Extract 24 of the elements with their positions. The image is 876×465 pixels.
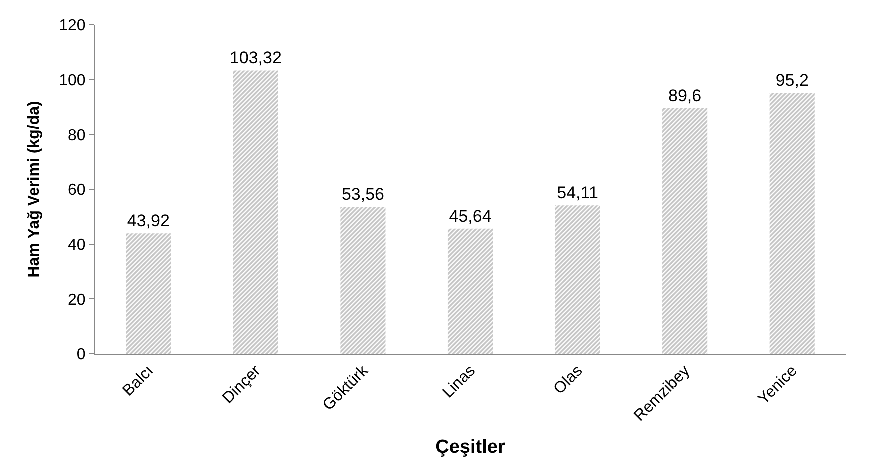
x-axis-title: Çeşitler [436, 436, 506, 458]
data-label: 45,64 [449, 206, 492, 226]
bar [340, 207, 386, 354]
y-tick-label: 120 [59, 18, 86, 35]
y-tick-label: 20 [68, 292, 86, 309]
y-tick-label: 80 [68, 127, 86, 144]
bar [555, 206, 600, 354]
bar [770, 92, 815, 354]
bar [662, 108, 708, 354]
data-label: 43,92 [127, 212, 170, 231]
y-tick-label: 60 [68, 182, 86, 200]
bar [126, 234, 172, 354]
bar [233, 70, 278, 354]
y-tick-label: 100 [59, 72, 86, 90]
data-label: 95,2 [776, 70, 809, 90]
y-axis-title: Ham Yağ Verimi (kg/da) [26, 101, 43, 278]
data-label: 103,32 [230, 48, 282, 68]
data-label: 54,11 [557, 184, 598, 203]
data-label: 89,6 [668, 86, 702, 106]
data-label: 53,56 [342, 185, 384, 204]
y-tick-label: 0 [76, 346, 86, 364]
x-tick-label: Olas [550, 362, 586, 398]
y-tick-label: 40 [68, 236, 86, 254]
bar [448, 228, 494, 354]
